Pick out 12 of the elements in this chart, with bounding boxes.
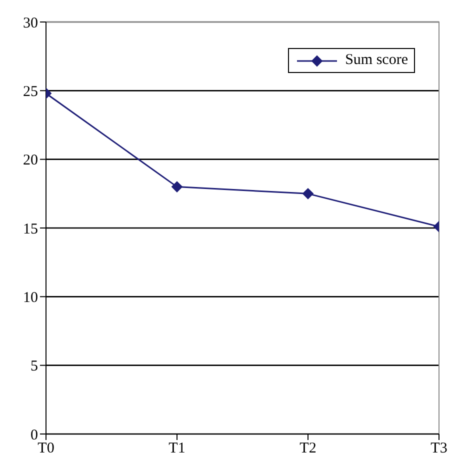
y-tick-label: 25	[23, 84, 38, 100]
y-tick-label: 15	[23, 221, 38, 238]
x-tick-label: T0	[38, 440, 54, 457]
legend-label: Sum score	[345, 52, 408, 69]
y-tick-label: 10	[23, 290, 38, 306]
x-tick-label: T3	[430, 440, 448, 457]
y-tick-label: 20	[23, 152, 38, 169]
y-tick-label: 5	[30, 358, 38, 375]
y-tick-label: 30	[23, 15, 38, 32]
y-tick-label: 0	[30, 427, 38, 444]
x-tick-label: T2	[300, 440, 316, 457]
x-tick-label: T1	[168, 440, 186, 457]
